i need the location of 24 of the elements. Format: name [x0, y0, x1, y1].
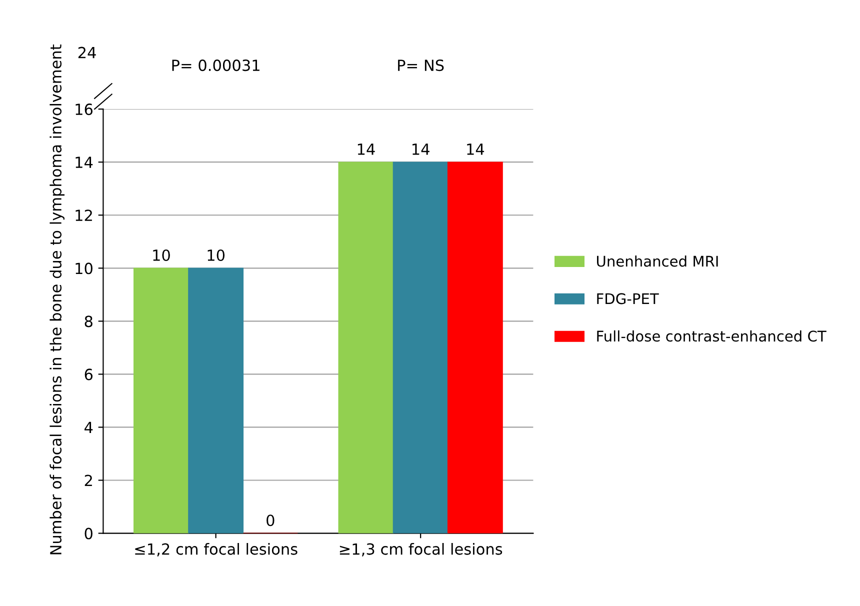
y-tick-label: 10	[76, 262, 92, 274]
y-tick-label: 0	[84, 528, 92, 540]
data-label: 10	[153, 249, 170, 262]
y-tick-label: 6	[84, 368, 93, 380]
data-label: 10	[208, 249, 225, 262]
y-tick-label: 2	[84, 474, 92, 486]
y-axis-title: Number of focal lesions in the bone due to lymphoma involvement	[50, 44, 64, 554]
data-label: 14	[358, 144, 375, 155]
text: P= 0.00031	[172, 60, 260, 72]
y-tick-label: 16	[76, 104, 93, 116]
x-tick-label: ≤1,2 cm focal lesions	[135, 543, 298, 556]
text: 24	[78, 46, 96, 58]
y-tick-label: 12	[76, 210, 92, 221]
legend-label: FDG-PET	[597, 293, 659, 304]
data-label: 14	[412, 144, 430, 155]
text: P= NS	[398, 60, 444, 72]
x-tick-label: ≥1,3 cm focal lesions	[340, 543, 502, 556]
y-tick-label: 8	[84, 316, 92, 328]
legend-label: Full-dose contrast-enhanced CT	[597, 330, 826, 342]
data-label: 14	[467, 144, 484, 155]
y-tick-label: 14	[76, 156, 93, 168]
y-tick-label: 4	[84, 422, 93, 434]
legend-label: Unenhanced MRI	[597, 255, 718, 267]
data-label: 0	[266, 514, 274, 526]
